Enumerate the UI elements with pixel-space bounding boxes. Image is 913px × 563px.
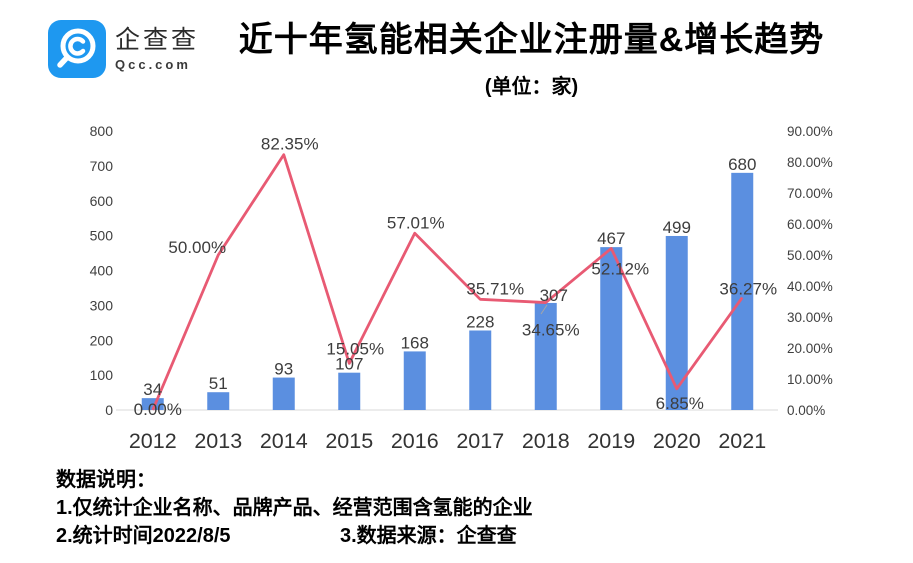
bar-value-label: 93 — [274, 360, 293, 379]
right-axis-tick: 90.00% — [787, 124, 833, 139]
right-axis-tick: 40.00% — [787, 279, 833, 294]
bar-2020 — [665, 235, 688, 410]
bar-value-label: 467 — [597, 229, 625, 248]
x-axis-label: 2016 — [391, 429, 439, 453]
right-axis-tick: 0.00% — [787, 403, 825, 418]
bar-value-label: 680 — [728, 155, 756, 174]
bar-2017 — [469, 330, 492, 410]
bar-2013 — [207, 392, 230, 410]
bar-value-label: 51 — [209, 374, 228, 393]
right-axis-tick: 80.00% — [787, 155, 833, 170]
bar-value-label: 228 — [466, 312, 494, 331]
bar-value-label: 168 — [401, 333, 429, 352]
left-axis-tick: 300 — [90, 297, 114, 313]
left-axis-tick: 0 — [105, 402, 113, 418]
growth-value-label: 36.27% — [719, 280, 777, 299]
right-axis-tick: 70.00% — [787, 186, 833, 201]
growth-value-label: 52.12% — [591, 259, 649, 278]
bar-value-label: 34 — [143, 380, 162, 399]
right-axis-tick: 60.00% — [787, 217, 833, 232]
right-axis-tick: 10.00% — [787, 372, 833, 387]
page-subtitle: (单位：家) — [484, 76, 579, 98]
x-axis-label: 2014 — [260, 429, 308, 453]
right-axis-tick: 50.00% — [787, 248, 833, 263]
notes-line2-time: 2.统计时间2022/8/5 — [56, 525, 231, 547]
right-axis-tick: 30.00% — [787, 310, 833, 325]
x-axis-label: 2019 — [587, 429, 635, 453]
x-axis-label: 2020 — [653, 429, 701, 453]
left-axis-tick: 800 — [90, 123, 114, 139]
growth-value-label: 57.01% — [387, 213, 445, 232]
left-axis-tick: 200 — [90, 332, 114, 348]
growth-value-label: 6.85% — [656, 394, 704, 413]
qcc-logo-icon — [48, 20, 106, 78]
growth-value-label: 50.00% — [168, 238, 226, 257]
left-axis-tick: 400 — [90, 263, 114, 279]
x-axis-label: 2018 — [522, 429, 570, 453]
notes-line2-source: 3.数据来源：企查查 — [340, 525, 517, 547]
x-axis-label: 2013 — [194, 429, 242, 453]
left-axis-tick: 600 — [90, 193, 114, 209]
qcc-logo-text: 企查查 Qcc.com — [115, 26, 199, 72]
chart-header: 近十年氢能相关企业注册量&增长趋势 (单位：家) — [150, 18, 913, 99]
growth-value-label: 35.71% — [466, 279, 524, 298]
bar-value-label: 307 — [540, 286, 568, 305]
bar-2021 — [731, 172, 754, 410]
growth-value-label: 82.35% — [261, 135, 319, 154]
growth-value-label: 15.05% — [326, 339, 384, 358]
bar-2015 — [338, 372, 361, 410]
x-axis-label: 2017 — [456, 429, 504, 453]
notes-heading: 数据说明： — [56, 469, 156, 491]
bar-2014 — [272, 377, 295, 410]
page-title: 近十年氢能相关企业注册量&增长趋势 — [238, 21, 825, 59]
left-axis-tick: 100 — [90, 367, 114, 383]
growth-value-label: 0.00% — [134, 400, 182, 419]
qcc-logo-domain: Qcc.com — [115, 57, 191, 72]
growth-line — [151, 153, 744, 411]
bar-2018 — [534, 302, 557, 410]
right-axis-tick: 20.00% — [787, 341, 833, 356]
bar-2016 — [403, 351, 426, 410]
bar-2019 — [600, 247, 623, 410]
bar-value-label: 107 — [335, 355, 363, 374]
qcc-logo-name: 企查查 — [115, 26, 200, 54]
qcc-logo: 企查查 Qcc.com — [48, 20, 199, 78]
notes-line1: 1.仅统计企业名称、品牌产品、经营范围含氢能的企业 — [56, 497, 533, 519]
notes-line2: 2.统计时间2022/8/5 3.数据来源：企查查 — [56, 522, 876, 550]
bar-2012 — [141, 398, 164, 410]
data-notes: 数据说明： 1.仅统计企业名称、品牌产品、经营范围含氢能的企业 2.统计时间20… — [56, 466, 876, 550]
left-axis-tick: 500 — [90, 228, 114, 244]
left-axis-tick: 700 — [90, 158, 114, 174]
bar-value-label: 499 — [663, 218, 691, 237]
label-leader-line — [540, 304, 548, 315]
growth-value-label: 34.65% — [522, 321, 580, 340]
combo-chart: 0 100 200 300 400 500 600 700 800 0.00% 10.00% 20.0… — [0, 115, 913, 465]
x-axis-label: 2021 — [718, 429, 766, 453]
chart-canvas: 0 100 200 300 400 500 600 700 800 0.00% 10.00% 20.0… — [90, 123, 833, 453]
x-axis-label: 2015 — [325, 429, 373, 453]
x-axis-label: 2012 — [129, 429, 177, 453]
